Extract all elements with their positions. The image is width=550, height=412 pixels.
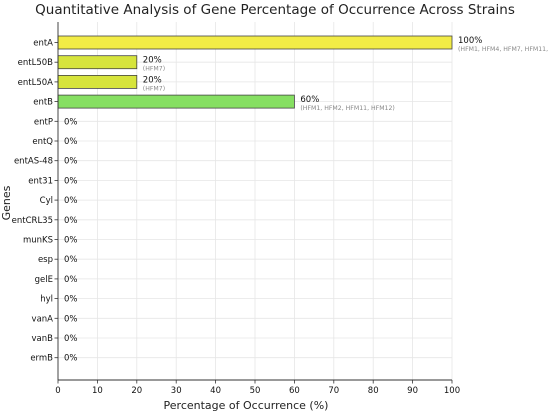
value-label-entCRL35: 0%	[64, 216, 78, 226]
y-tick-label-vanB: vanB	[32, 334, 54, 344]
y-tick-label-entL50B: entL50B	[18, 58, 54, 68]
bar-entL50A	[57, 75, 138, 89]
value-label-Cyl: 0%	[64, 196, 78, 206]
value-label-vanB: 0%	[64, 334, 78, 344]
x-tick-label: 50	[250, 386, 261, 396]
y-axis-title: Genes	[0, 185, 13, 220]
label-layer: 100%(HFM1, HFM4, HFM7, HFM11, HFM12)20%(…	[64, 36, 550, 364]
value-label-hyl: 0%	[64, 295, 78, 305]
x-tick-label: 30	[171, 386, 182, 396]
value-label-ermB: 0%	[64, 354, 78, 364]
y-tick-label-ermB: ermB	[30, 354, 53, 364]
value-label-entA: 100%	[458, 36, 482, 46]
value-label-gelE: 0%	[64, 275, 78, 285]
value-label-munKS: 0%	[64, 236, 78, 246]
value-label-vanA: 0%	[64, 314, 78, 324]
x-tick-label: 90	[407, 386, 418, 396]
x-tick-label: 80	[368, 386, 379, 396]
strain-label-entA: (HFM1, HFM4, HFM7, HFM11, HFM12)	[458, 46, 550, 53]
y-tick-label-entA: entA	[33, 39, 53, 49]
value-label-entL50B: 20%	[143, 56, 162, 66]
y-tick-label-entP: entP	[34, 117, 53, 127]
x-tick-label: 20	[131, 386, 142, 396]
y-tick-label-munKS: munKS	[23, 236, 53, 246]
y-tick-label-hyl: hyl	[40, 295, 53, 305]
y-tick-label-Cyl: Cyl	[40, 196, 53, 206]
y-tick-label-vanA: vanA	[32, 314, 54, 324]
value-label-entAS-48: 0%	[64, 157, 78, 167]
chart-title: Quantitative Analysis of Gene Percentage…	[35, 2, 515, 18]
value-label-entB: 60%	[300, 95, 319, 105]
axis-layer: 0 10 20 30 40 50 60 70 80 90 100 entA entL50B entL50A…	[12, 22, 460, 396]
y-tick-label-ent31: ent31	[28, 176, 53, 186]
bar-entL50B	[57, 55, 138, 70]
x-tick-label: 60	[289, 386, 300, 396]
x-tick-label: 70	[328, 386, 339, 396]
y-tick-label-entB: entB	[33, 98, 53, 108]
y-tick-label-gelE: gelE	[35, 275, 53, 285]
strain-label-entL50B: (HFM7)	[143, 66, 165, 73]
y-tick-label-entCRL35: entCRL35	[12, 216, 53, 226]
strain-label-entB: (HFM1, HFM2, HFM11, HFM12)	[300, 105, 394, 112]
bar-entA	[57, 35, 453, 50]
x-tick-label: 10	[92, 386, 103, 396]
value-label-entL50A: 20%	[143, 75, 162, 85]
value-label-entP: 0%	[64, 117, 78, 127]
x-axis-title: Percentage of Occurrence (%)	[164, 399, 329, 412]
x-tick-label: 0	[55, 386, 60, 396]
y-tick-label-entL50A: entL50A	[18, 78, 54, 88]
y-tick-label-entAS-48: entAS-48	[14, 157, 53, 167]
strain-label-entL50A: (HFM7)	[143, 85, 165, 92]
x-tick-label: 40	[210, 386, 221, 396]
bar-entB	[57, 94, 295, 109]
x-tick-label: 100	[444, 386, 460, 396]
y-tick-label-esp: esp	[38, 255, 53, 265]
value-label-esp: 0%	[64, 255, 78, 265]
y-tick-label-entQ: entQ	[32, 137, 53, 147]
value-label-ent31: 0%	[64, 176, 78, 186]
value-label-entQ: 0%	[64, 137, 78, 147]
